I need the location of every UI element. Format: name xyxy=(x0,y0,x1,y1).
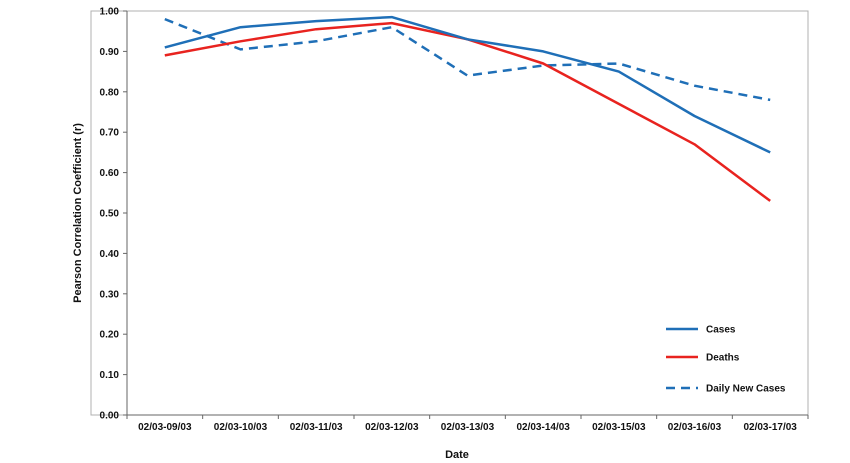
legend: Cases Deaths Daily New Cases xyxy=(666,325,786,395)
legend-label: Cases xyxy=(706,325,736,336)
y-tick-label: 1.00 xyxy=(100,7,120,18)
x-axis-title: Date xyxy=(445,449,469,461)
y-tick-label: 0.60 xyxy=(100,168,120,179)
x-tick-label: 02/03-10/03 xyxy=(214,422,268,433)
y-tick-label: 0.20 xyxy=(100,330,120,341)
y-tick-label: 0.80 xyxy=(100,87,120,98)
y-tick-label: 0.70 xyxy=(100,128,120,139)
legend-label: Deaths xyxy=(706,353,740,364)
y-tick-label: 0.30 xyxy=(100,289,120,300)
x-tick-label: 02/03-17/03 xyxy=(743,422,797,433)
x-tick-label: 02/03-14/03 xyxy=(516,422,570,433)
series-line-deaths xyxy=(164,21,771,202)
legend-label: Daily New Cases xyxy=(706,384,786,395)
y-tick-label: 0.40 xyxy=(100,249,120,260)
series-lines xyxy=(164,15,771,202)
y-axis-title: Pearson Correlation Coefficient (r) xyxy=(72,123,84,303)
x-tick-label: 02/03-16/03 xyxy=(668,422,722,433)
y-tick-label: 0.50 xyxy=(100,209,120,220)
y-tick-label: 0.10 xyxy=(100,370,120,381)
y-axis-ticks: 0.00 0.10 0.20 0.30 0.40 0.50 0.60 0.70 0.80 0.90… xyxy=(100,7,127,422)
plot-area-frame xyxy=(90,10,809,416)
x-tick-label: 02/03-12/03 xyxy=(365,422,419,433)
x-tick-label: 02/03-09/03 xyxy=(138,422,192,433)
y-tick-label: 0.90 xyxy=(100,47,120,58)
y-tick-label: 0.00 xyxy=(100,411,120,422)
series-line-daily-new-cases xyxy=(164,17,771,102)
x-tick-label: 02/03-11/03 xyxy=(290,422,343,433)
x-axis-ticks: 02/03-09/03 02/03-10/03 02/03-11/03 02/03-1… xyxy=(126,415,809,433)
series-line-cases xyxy=(164,15,771,154)
x-tick-label: 02/03-13/03 xyxy=(441,422,495,433)
x-tick-label: 02/03-15/03 xyxy=(592,422,646,433)
